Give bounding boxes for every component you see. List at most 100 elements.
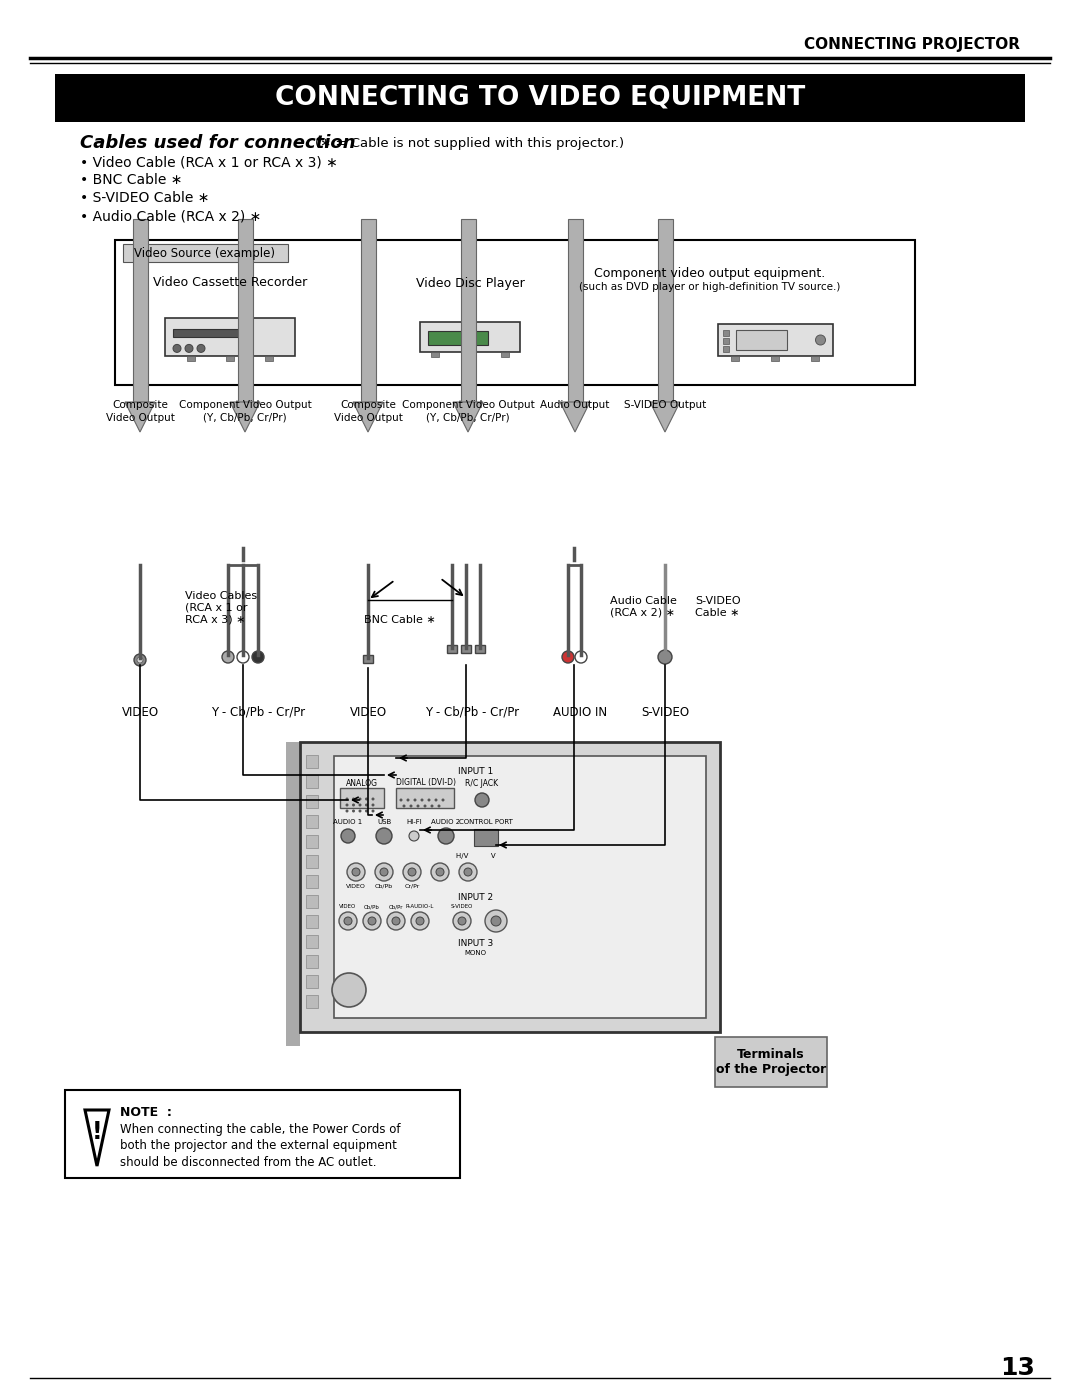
Text: INPUT 2: INPUT 2 — [458, 894, 492, 902]
Circle shape — [403, 863, 421, 882]
Bar — [306, 995, 318, 1009]
Text: Audio Cable
(RCA x 2) ∗: Audio Cable (RCA x 2) ∗ — [610, 597, 677, 617]
Bar — [715, 1037, 827, 1087]
Circle shape — [815, 335, 825, 345]
Bar — [306, 754, 318, 768]
Bar — [361, 219, 376, 402]
Circle shape — [359, 809, 362, 813]
Bar — [567, 219, 582, 402]
Bar — [735, 331, 787, 349]
Bar — [187, 356, 195, 360]
Circle shape — [368, 916, 376, 925]
Bar — [431, 352, 438, 358]
Bar — [286, 742, 720, 756]
Text: Component Video Output: Component Video Output — [402, 400, 535, 409]
Bar — [363, 655, 373, 664]
Bar — [811, 356, 820, 360]
Bar — [460, 219, 475, 402]
Circle shape — [222, 651, 234, 664]
Circle shape — [575, 651, 588, 664]
Text: !: ! — [92, 1120, 103, 1144]
Bar — [420, 321, 519, 352]
Circle shape — [409, 831, 419, 841]
Bar — [226, 356, 234, 360]
Circle shape — [442, 799, 445, 802]
Text: (∗ = Cable is not supplied with this projector.): (∗ = Cable is not supplied with this pro… — [315, 137, 624, 149]
Text: both the projector and the external equipment: both the projector and the external equi… — [120, 1140, 396, 1153]
Bar — [173, 328, 251, 337]
Text: Cb/Pb: Cb/Pb — [364, 904, 380, 909]
Text: VIDEO: VIDEO — [121, 705, 159, 718]
Circle shape — [352, 798, 355, 800]
Text: BNC Cable ∗: BNC Cable ∗ — [364, 615, 436, 624]
Bar — [465, 352, 474, 358]
Polygon shape — [125, 402, 156, 432]
Circle shape — [359, 803, 362, 806]
Polygon shape — [230, 402, 260, 432]
Bar — [306, 814, 318, 828]
Circle shape — [372, 798, 375, 800]
Text: • S-VIDEO Cable ∗: • S-VIDEO Cable ∗ — [80, 191, 210, 205]
Text: • Video Cable (RCA x 1 or RCA x 3) ∗: • Video Cable (RCA x 1 or RCA x 3) ∗ — [80, 155, 338, 169]
Bar — [334, 756, 706, 1018]
Bar — [286, 742, 300, 1046]
Text: S-VIDEO: S-VIDEO — [640, 705, 689, 718]
Circle shape — [485, 909, 507, 932]
Text: (such as DVD player or high-definition TV source.): (such as DVD player or high-definition T… — [579, 282, 840, 292]
Circle shape — [437, 805, 441, 807]
Text: (Y, Cb/Pb, Cr/Pr): (Y, Cb/Pb, Cr/Pr) — [203, 414, 287, 423]
Text: VIDEO: VIDEO — [339, 904, 356, 909]
Circle shape — [345, 916, 352, 925]
Text: Component Video Output: Component Video Output — [178, 400, 311, 409]
Text: Cr/Pr: Cr/Pr — [404, 883, 420, 888]
Bar — [306, 835, 318, 848]
Circle shape — [197, 345, 205, 352]
Text: AUDIO 1: AUDIO 1 — [334, 819, 363, 826]
Circle shape — [400, 799, 403, 802]
Bar — [340, 788, 384, 807]
Circle shape — [475, 793, 489, 807]
Circle shape — [392, 916, 400, 925]
Bar — [238, 219, 253, 402]
Bar — [771, 356, 779, 360]
Circle shape — [365, 803, 368, 806]
Circle shape — [414, 799, 417, 802]
Text: Video Cables
(RCA x 1 or
RCA x 3) ∗: Video Cables (RCA x 1 or RCA x 3) ∗ — [185, 591, 257, 624]
Text: HI-FI: HI-FI — [406, 819, 422, 826]
Circle shape — [376, 828, 392, 844]
Text: Cables used for connection: Cables used for connection — [80, 134, 355, 152]
Text: Video Source (example): Video Source (example) — [135, 246, 275, 260]
Text: AUDIO 2: AUDIO 2 — [431, 819, 460, 826]
Bar — [165, 319, 295, 356]
Circle shape — [372, 803, 375, 806]
Text: NOTE  :: NOTE : — [120, 1106, 172, 1119]
Circle shape — [237, 651, 249, 664]
Bar — [723, 338, 729, 344]
Bar — [461, 645, 471, 652]
Text: Composite: Composite — [340, 400, 396, 409]
Circle shape — [365, 809, 368, 813]
Text: R/C JACK: R/C JACK — [465, 778, 499, 788]
Circle shape — [372, 809, 375, 813]
Bar — [306, 956, 318, 968]
Circle shape — [339, 912, 357, 930]
Text: ANALOG: ANALOG — [346, 778, 378, 788]
Circle shape — [387, 912, 405, 930]
Circle shape — [406, 799, 409, 802]
Text: Cb/Pr: Cb/Pr — [389, 904, 403, 909]
Bar — [65, 1090, 460, 1178]
Circle shape — [341, 828, 355, 842]
Text: • BNC Cable ∗: • BNC Cable ∗ — [80, 173, 183, 187]
Bar — [306, 935, 318, 949]
Text: CONNECTING PROJECTOR: CONNECTING PROJECTOR — [804, 38, 1020, 53]
Circle shape — [185, 345, 193, 352]
Circle shape — [420, 799, 423, 802]
Text: Video Output: Video Output — [334, 414, 403, 423]
Bar — [114, 240, 915, 386]
Text: VIDEO: VIDEO — [346, 883, 366, 888]
Text: H/V          V: H/V V — [456, 854, 495, 859]
Text: Video Cassette Recorder: Video Cassette Recorder — [153, 277, 307, 289]
Circle shape — [438, 828, 454, 844]
Circle shape — [403, 805, 405, 807]
Text: Composite: Composite — [112, 400, 167, 409]
